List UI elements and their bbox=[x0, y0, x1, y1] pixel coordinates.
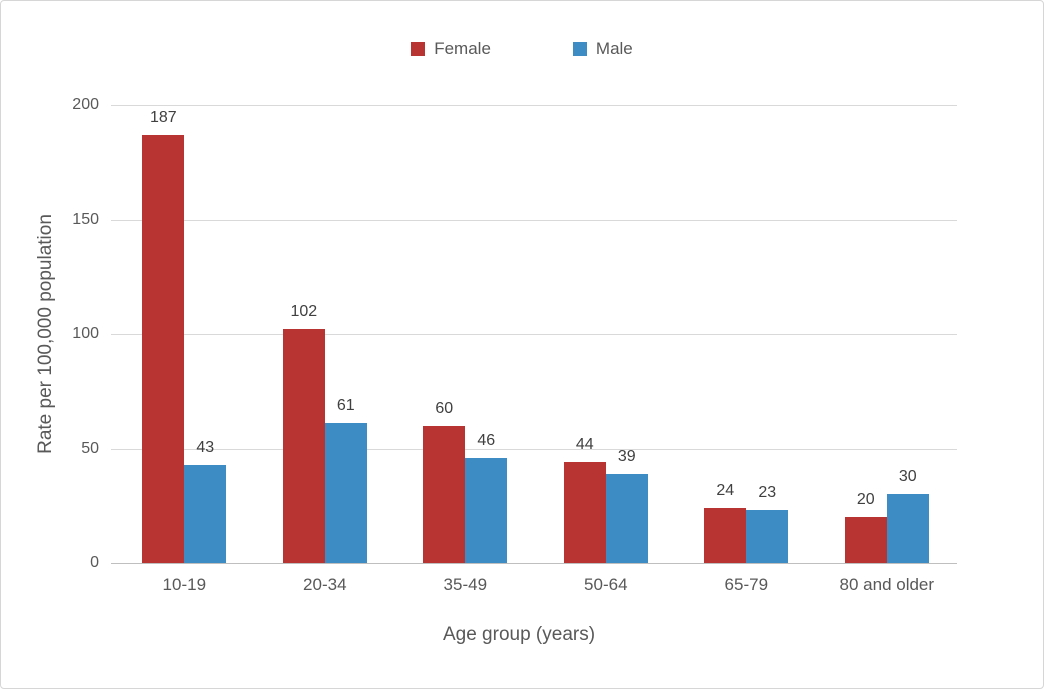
bar-female-80-and-older bbox=[844, 517, 887, 563]
legend-item-female: Female bbox=[411, 39, 491, 59]
gridline-150 bbox=[111, 219, 957, 221]
legend: Female Male bbox=[1, 39, 1043, 59]
bar-male-35-49 bbox=[465, 457, 508, 563]
y-tick-label-100: 100 bbox=[72, 325, 99, 342]
y-tick-label-50: 50 bbox=[81, 439, 99, 457]
bar-female-65-79 bbox=[704, 508, 747, 563]
x-tick-label-35-49: 35-49 bbox=[443, 575, 488, 594]
data-label-female-65-79: 24 bbox=[716, 482, 735, 499]
data-label-male-80-and-older: 30 bbox=[898, 468, 917, 486]
x-tick-label-20-34: 20-34 bbox=[303, 575, 347, 594]
data-label-female-80-and-older: 20 bbox=[856, 491, 875, 509]
x-tick-label-80-and-older: 80 and older bbox=[839, 575, 935, 594]
data-label-male-50-64: 39 bbox=[617, 447, 636, 465]
bar-male-65-79 bbox=[746, 510, 789, 563]
data-label-male-10-19: 43 bbox=[196, 438, 215, 456]
y-tick-label-150: 150 bbox=[72, 210, 99, 228]
bar-male-80-and-older bbox=[886, 494, 929, 563]
legend-swatch-male bbox=[572, 42, 587, 56]
bar-female-35-49 bbox=[423, 425, 466, 563]
x-tick-label-65-79: 65-79 bbox=[724, 575, 769, 594]
legend-item-male: Male bbox=[572, 39, 633, 59]
gridline-200 bbox=[111, 105, 957, 106]
bar-female-50-64 bbox=[563, 462, 606, 563]
data-label-male-35-49: 46 bbox=[477, 431, 496, 449]
bar-female-10-19 bbox=[142, 134, 185, 563]
bar-male-50-64 bbox=[605, 473, 648, 563]
data-label-male-20-34: 61 bbox=[336, 397, 355, 415]
gridline-100 bbox=[111, 334, 957, 335]
bar-male-10-19 bbox=[184, 464, 227, 563]
y-tick-label-200: 200 bbox=[72, 96, 99, 113]
x-tick-label-50-64: 50-64 bbox=[584, 575, 628, 594]
gridline-50 bbox=[111, 448, 957, 450]
bar-male-20-34 bbox=[324, 423, 367, 563]
legend-label-male: Male bbox=[595, 39, 633, 58]
data-label-male-65-79: 23 bbox=[758, 484, 777, 502]
bar-female-20-34 bbox=[282, 329, 325, 563]
data-label-female-20-34: 102 bbox=[290, 303, 318, 321]
data-label-female-50-64: 44 bbox=[575, 436, 594, 454]
data-label-female-10-19: 187 bbox=[149, 108, 177, 126]
x-tick-label-10-19: 10-19 bbox=[162, 575, 207, 594]
legend-label-female: Female bbox=[434, 39, 491, 58]
y-tick-label-0: 0 bbox=[90, 554, 99, 571]
data-label-female-35-49: 60 bbox=[435, 399, 454, 417]
x-axis-line bbox=[111, 563, 957, 564]
legend-swatch-female bbox=[411, 42, 426, 56]
x-axis-title: Age group (years) bbox=[442, 624, 596, 645]
